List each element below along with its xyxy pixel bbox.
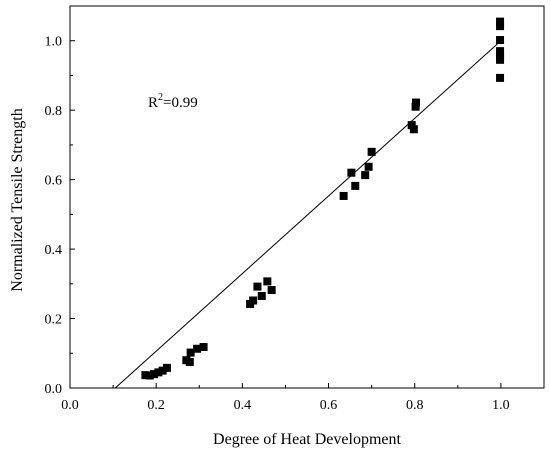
plot-frame [69,5,545,389]
data-point [351,181,360,190]
data-point [409,125,418,134]
y-axis-title: Normalized Tensile Strength [9,108,26,291]
data-point [407,121,416,130]
y-tick-label: 0.8 [45,104,63,119]
x-tick-label: 0.4 [234,398,252,413]
data-point [267,286,276,295]
fit-line-group [114,40,502,389]
data-point [361,171,370,180]
x-tick-label: 0.0 [61,398,79,413]
r-squared-value: =0.99 [163,95,198,111]
data-point [185,357,194,366]
data-point [496,55,505,64]
data-point [496,47,505,56]
data-point [249,296,258,305]
r-squared-superscript: 2 [158,92,163,103]
data-point [186,348,195,357]
y-tick-label: 0.0 [45,382,63,397]
data-point [257,291,266,300]
data-point [411,102,420,111]
data-point [347,168,356,177]
data-points [141,17,505,380]
y-tick-label: 0.6 [45,174,63,189]
data-point [496,73,505,82]
data-point [339,191,348,200]
x-axis-ticks: 0.0 0.2 0.4 0.6 0.8 1.0 [61,383,510,413]
y-axis-ticks: 0.0 0.2 0.4 0.6 0.8 1.0 [45,35,75,397]
data-point [141,371,150,380]
data-point [367,147,376,156]
data-point [364,162,373,171]
data-point [158,366,167,375]
x-axis-title: Degree of Heat Development [213,431,401,448]
x-tick-label: 0.6 [320,398,338,413]
data-point [145,371,154,380]
data-point [263,277,272,286]
data-point [412,98,421,107]
y-tick-label: 0.4 [45,243,63,258]
y-tick-label: 0.2 [45,313,63,328]
x-tick-label: 0.2 [147,398,165,413]
data-point [150,370,159,379]
data-point [496,17,505,26]
r-squared-base: R [148,95,158,111]
data-point [496,22,505,31]
fit-line [114,40,502,389]
data-point [162,363,171,372]
data-point [199,343,208,352]
data-point [154,368,163,377]
r-squared-annotation: R2=0.99 [148,92,198,111]
x-tick-label: 0.8 [406,398,424,413]
data-point [253,282,262,291]
x-tick-label: 1.0 [492,398,510,413]
y-tick-label: 1.0 [45,35,63,50]
data-point [496,36,505,45]
data-point [193,344,202,353]
